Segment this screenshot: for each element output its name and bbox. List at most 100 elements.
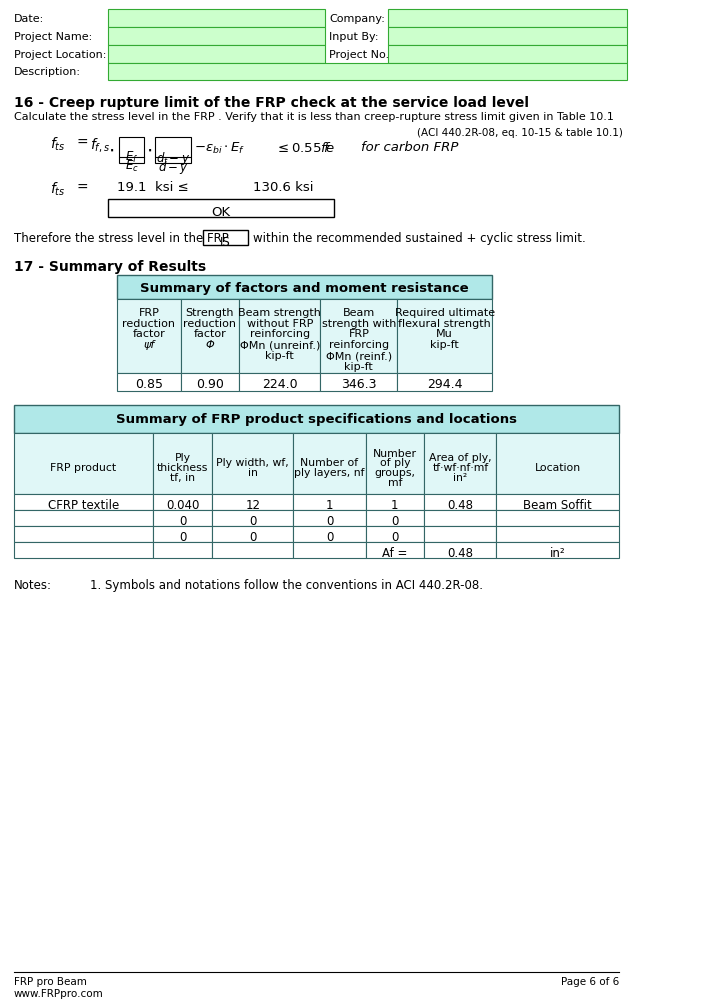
Bar: [212, 495, 294, 510]
Text: $\leq 0.55 f\!f\!e$: $\leq 0.55 f\!f\!e$: [275, 140, 336, 154]
Text: $f_{ts}$: $f_{ts}$: [50, 180, 65, 197]
Bar: [397, 374, 492, 392]
Bar: [212, 433, 294, 495]
Bar: [424, 542, 496, 558]
Bar: [320, 374, 397, 392]
Bar: [117, 374, 181, 392]
Text: 17 - Summary of Results: 17 - Summary of Results: [13, 260, 205, 274]
Bar: [154, 526, 212, 542]
Text: flexural strength: flexural strength: [398, 319, 491, 329]
Text: for carbon FRP: for carbon FRP: [361, 140, 458, 153]
Bar: [203, 231, 248, 245]
Text: Number of: Number of: [301, 458, 358, 468]
Bar: [109, 63, 627, 81]
Text: tf, in: tf, in: [170, 473, 196, 483]
Bar: [181, 374, 239, 392]
Text: 0: 0: [326, 514, 333, 527]
Text: 224.0: 224.0: [262, 378, 298, 391]
Bar: [366, 433, 424, 495]
Text: 0: 0: [391, 514, 399, 527]
Bar: [212, 526, 294, 542]
Text: 0: 0: [179, 530, 186, 543]
Text: in²: in²: [454, 473, 468, 483]
Text: FRP product: FRP product: [50, 463, 116, 473]
Text: 0.90: 0.90: [196, 378, 224, 391]
Bar: [294, 542, 366, 558]
Text: 0: 0: [179, 514, 186, 527]
Text: 0: 0: [249, 514, 257, 527]
Text: Beam strength: Beam strength: [238, 308, 321, 318]
Text: $- \varepsilon_{bi} \cdot E_f$: $- \varepsilon_{bi} \cdot E_f$: [194, 140, 245, 156]
Text: Date:: Date:: [13, 14, 43, 24]
Bar: [496, 526, 619, 542]
Bar: [212, 510, 294, 526]
Bar: [181, 300, 239, 374]
Bar: [366, 495, 424, 510]
Text: Project Location:: Project Location:: [13, 49, 106, 59]
Bar: [154, 542, 212, 558]
Text: CFRP textile: CFRP textile: [48, 499, 119, 512]
Text: $E_f$: $E_f$: [125, 149, 139, 164]
Text: Notes:: Notes:: [13, 578, 52, 591]
Text: OK: OK: [212, 206, 231, 219]
Text: FRP: FRP: [348, 329, 369, 339]
Bar: [13, 406, 619, 433]
Text: (ACI 440.2R-08, eq. 10-15 & table 10.1): (ACI 440.2R-08, eq. 10-15 & table 10.1): [417, 128, 623, 138]
Bar: [388, 46, 627, 63]
Text: $f_{ts}$: $f_{ts}$: [50, 136, 65, 153]
Text: in²: in²: [550, 546, 566, 559]
Text: 0.040: 0.040: [166, 499, 200, 512]
Text: 0.48: 0.48: [447, 546, 473, 559]
Text: without FRP: without FRP: [247, 319, 313, 329]
Bar: [496, 542, 619, 558]
Text: =: =: [76, 136, 88, 149]
Bar: [109, 28, 325, 46]
Bar: [496, 433, 619, 495]
Text: 346.3: 346.3: [341, 378, 376, 391]
Bar: [13, 433, 154, 495]
Bar: [154, 510, 212, 526]
Bar: [13, 495, 154, 510]
Text: $f_{f,s}$: $f_{f,s}$: [90, 136, 111, 153]
Text: 19.1  ksi ≤: 19.1 ksi ≤: [117, 180, 189, 193]
Text: Required ultimate: Required ultimate: [395, 308, 495, 318]
Text: reduction: reduction: [184, 319, 236, 329]
Text: $d - y$: $d - y$: [158, 158, 189, 175]
Bar: [366, 510, 424, 526]
Text: 130.6 ksi: 130.6 ksi: [253, 180, 313, 193]
Bar: [366, 526, 424, 542]
Text: groups,: groups,: [374, 468, 416, 478]
Text: Area of ply,: Area of ply,: [429, 453, 491, 463]
Text: 0: 0: [391, 530, 399, 543]
Bar: [397, 300, 492, 374]
Bar: [239, 374, 320, 392]
Text: Ply: Ply: [175, 453, 191, 463]
Text: in: in: [248, 468, 258, 478]
Text: ΦMn (unreinf.): ΦMn (unreinf.): [240, 340, 320, 350]
Text: Location: Location: [535, 463, 581, 473]
Text: $d_f - y$: $d_f - y$: [156, 149, 191, 166]
Bar: [496, 495, 619, 510]
Bar: [154, 495, 212, 510]
Text: $\cdot$: $\cdot$: [109, 140, 114, 159]
Bar: [109, 46, 325, 63]
Text: Summary of FRP product specifications and locations: Summary of FRP product specifications an…: [116, 413, 517, 426]
Text: Therefore the stress level in the FRP: Therefore the stress level in the FRP: [13, 231, 229, 244]
Text: Af =: Af =: [382, 546, 407, 559]
Bar: [13, 526, 154, 542]
Text: 16 - Creep rupture limit of the FRP check at the service load level: 16 - Creep rupture limit of the FRP chec…: [13, 96, 529, 110]
Bar: [388, 10, 627, 28]
Bar: [13, 542, 154, 558]
Bar: [117, 276, 492, 300]
Text: kip-ft: kip-ft: [344, 362, 373, 372]
Bar: [294, 526, 366, 542]
Bar: [212, 542, 294, 558]
Text: 0.48: 0.48: [447, 499, 473, 512]
Text: 1: 1: [326, 499, 333, 512]
Bar: [109, 200, 334, 218]
Bar: [155, 138, 191, 163]
Text: Calculate the stress level in the FRP . Verify that it is less than creep-ruptur: Calculate the stress level in the FRP . …: [13, 112, 613, 122]
Text: 12: 12: [245, 499, 260, 512]
Bar: [424, 526, 496, 542]
Bar: [294, 495, 366, 510]
